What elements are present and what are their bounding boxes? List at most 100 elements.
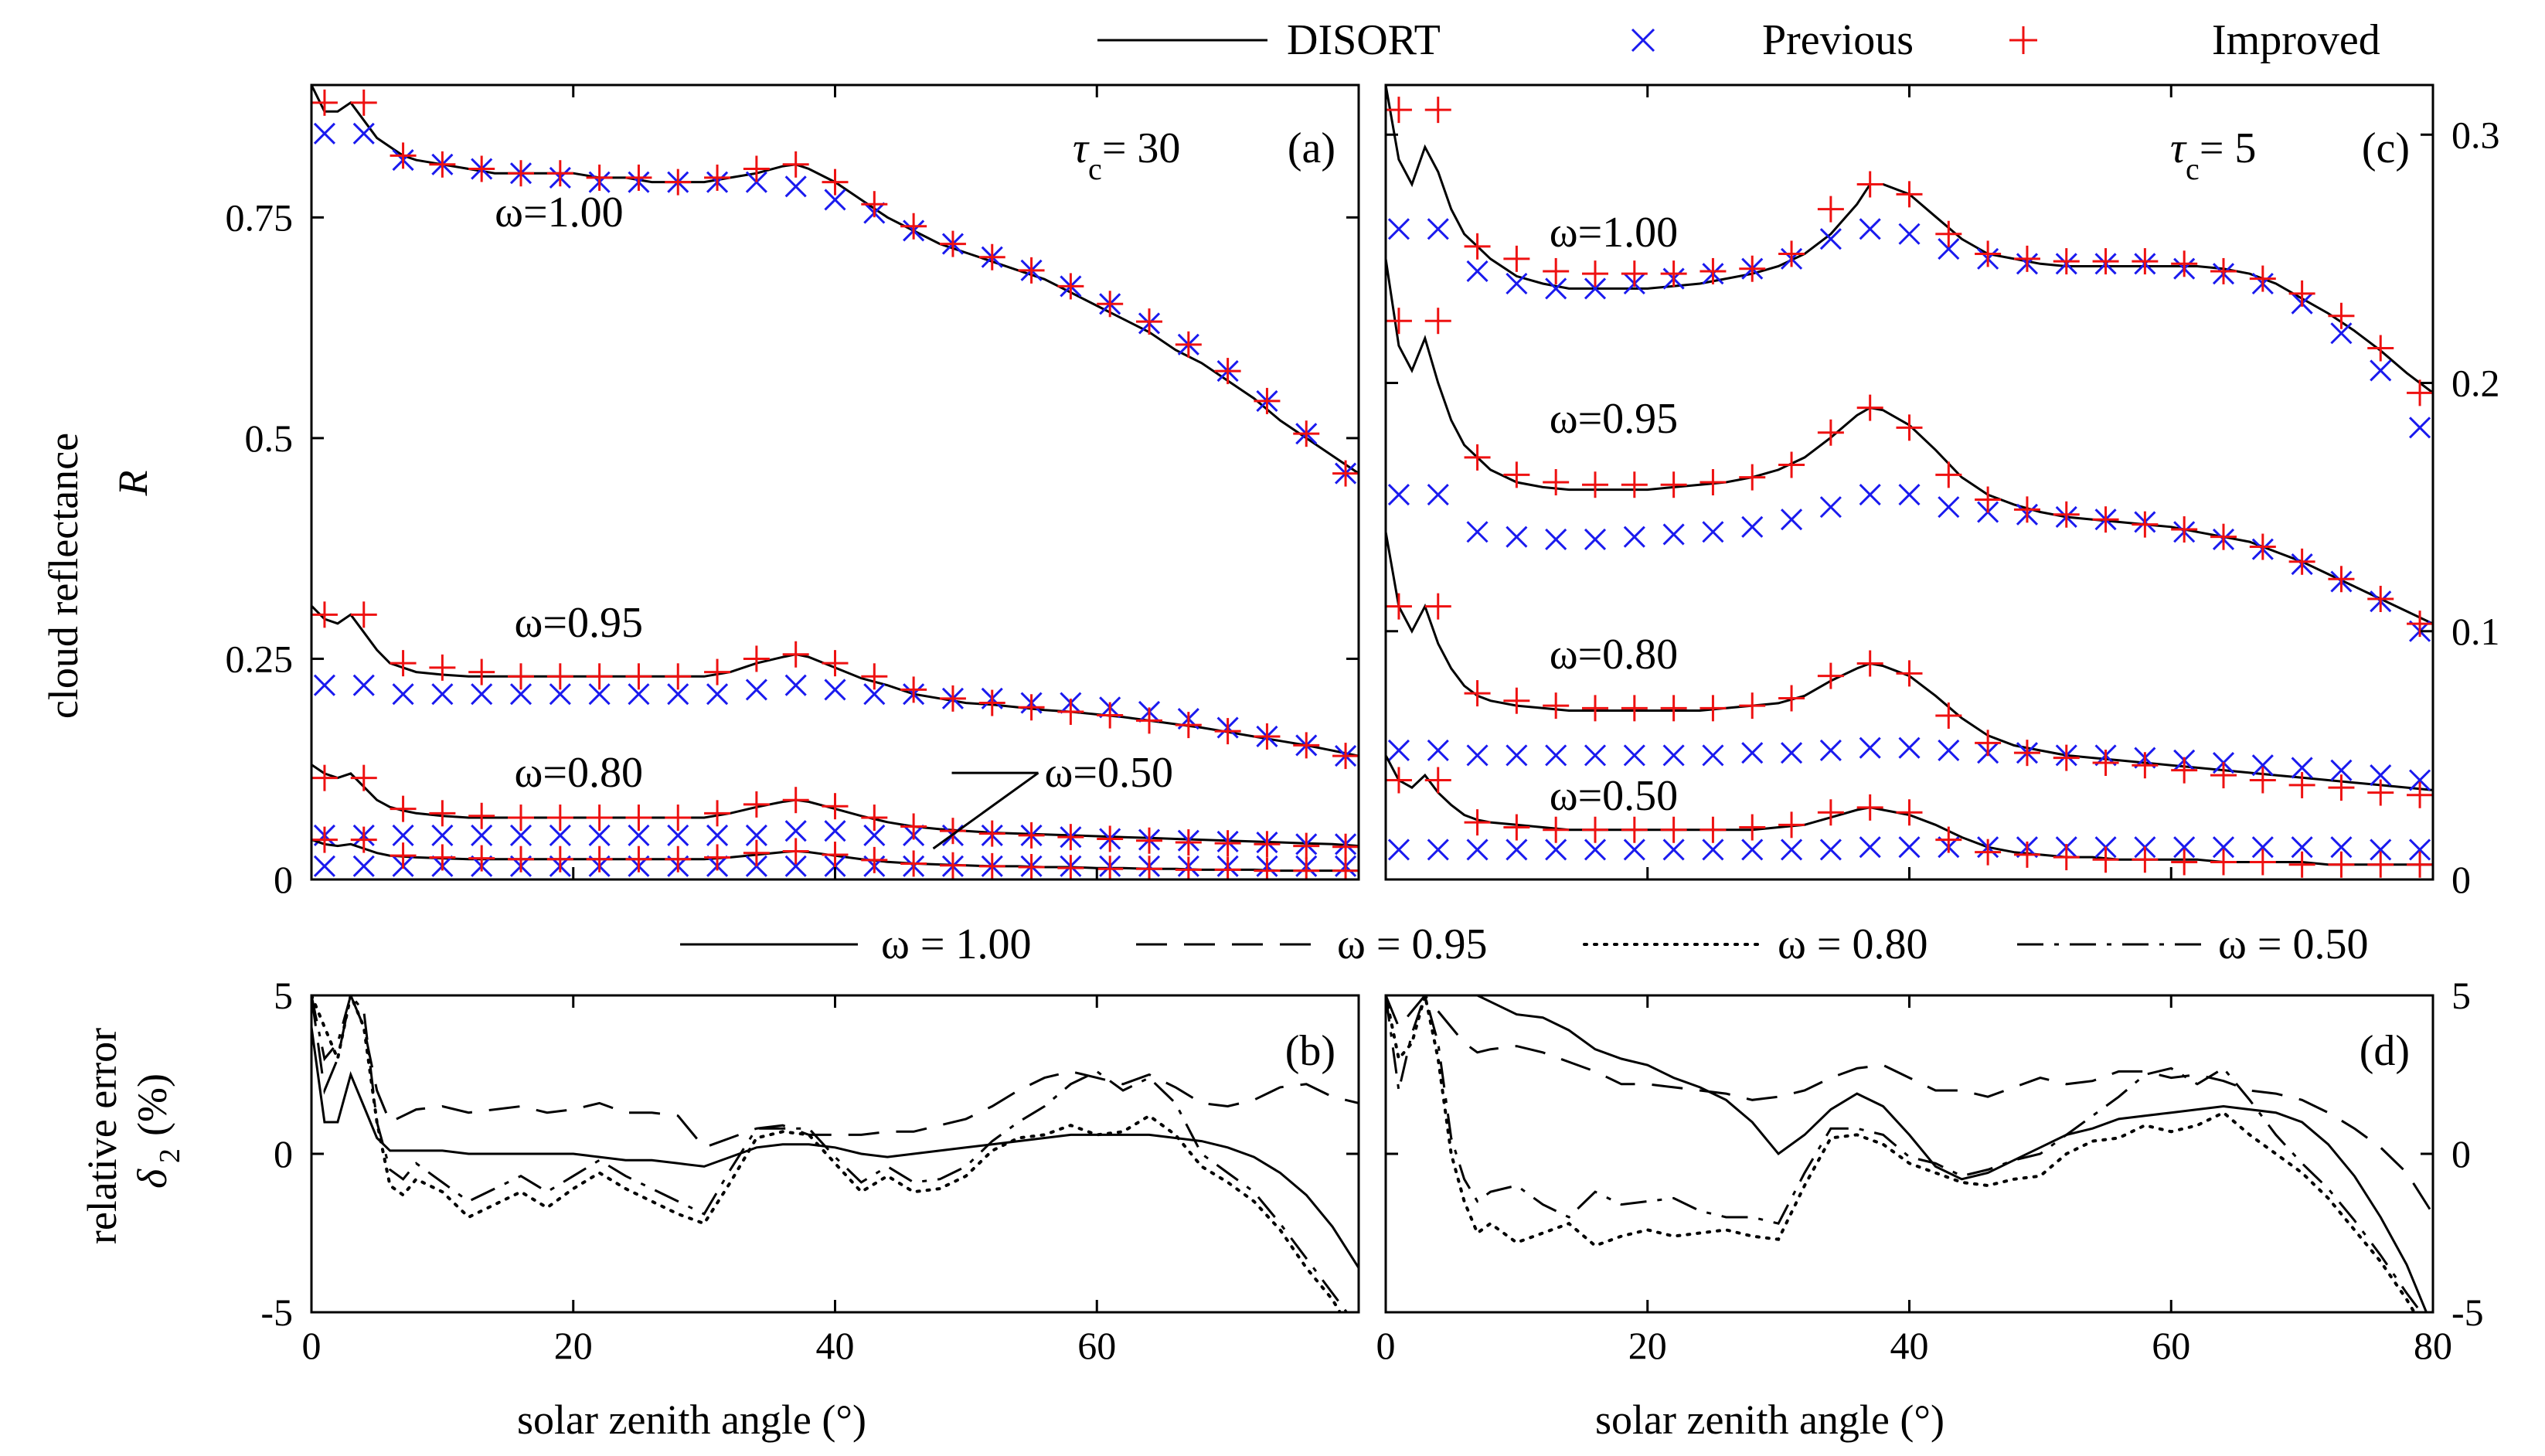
previous-marker — [1584, 744, 1607, 767]
previous-marker — [1898, 223, 1921, 245]
previous-marker — [706, 683, 729, 706]
error-line-3 — [311, 995, 1349, 1312]
improved-marker — [1896, 181, 1923, 208]
ytick-label: 0 — [2451, 858, 2471, 901]
marker-stroke — [824, 820, 846, 842]
improved-marker — [939, 230, 966, 257]
marker-stroke — [1819, 739, 1842, 762]
improved-marker — [2249, 265, 2276, 292]
improved-marker — [508, 805, 534, 832]
marker-stroke — [1781, 742, 1803, 764]
error-line-0 — [311, 1026, 1359, 1269]
marker-stroke — [1741, 742, 1764, 764]
xtick-label: 40 — [1890, 1324, 1929, 1367]
improved-marker — [782, 151, 809, 178]
previous-marker — [1584, 277, 1607, 300]
previous-marker — [1859, 218, 1881, 240]
improved-marker — [2092, 506, 2119, 533]
error-line-2 — [311, 995, 1342, 1312]
improved-marker — [2013, 496, 2040, 523]
improved-marker — [468, 658, 495, 685]
improved-marker — [665, 168, 692, 196]
marker-stroke — [2409, 769, 2431, 791]
improved-marker — [1975, 839, 2002, 866]
marker-stroke — [2330, 759, 2353, 781]
improved-marker — [861, 805, 888, 832]
previous-marker — [471, 824, 493, 846]
improved-marker — [2328, 566, 2355, 593]
marker-stroke — [588, 824, 611, 846]
previous-marker — [1466, 521, 1489, 543]
disort-line-1 — [1386, 258, 2433, 625]
improved-marker — [2132, 752, 2159, 779]
ytick-label: 0.2 — [2451, 362, 2500, 405]
improved-marker — [1386, 593, 1412, 620]
previous-marker — [588, 824, 611, 846]
marker-stroke — [1741, 839, 1764, 861]
marker-stroke — [1584, 744, 1607, 767]
improved-marker — [1621, 260, 1648, 287]
ytick-label: 0 — [274, 858, 293, 901]
panel-a: 0 0.25 0.5 0.75 ω=1.00 ω=0.95 ω=0.80 ω=0.50 τc= … — [226, 83, 1360, 901]
improved-marker — [1214, 718, 1241, 745]
improved-marker — [2288, 771, 2315, 798]
improved-marker — [546, 160, 573, 187]
improved-marker — [782, 641, 809, 668]
previous-marker — [2409, 417, 2431, 439]
improved-marker — [1386, 97, 1412, 124]
improved-marker — [1464, 444, 1491, 471]
previous-marker — [1741, 839, 1764, 861]
improved-marker — [2171, 516, 2198, 543]
marker-stroke — [2251, 836, 2274, 859]
marker-stroke — [1819, 839, 1842, 861]
ytick-label: 0.3 — [2451, 113, 2500, 156]
marker-stroke — [2370, 764, 2392, 787]
previous-marker — [706, 824, 729, 846]
marker-stroke — [1387, 839, 1410, 861]
marker-stroke — [2173, 836, 2196, 859]
previous-marker — [1781, 742, 1803, 764]
improved-marker — [1975, 730, 2002, 757]
marker-stroke — [1781, 509, 1803, 531]
previous-marker — [392, 824, 414, 846]
improved-marker — [1778, 451, 1805, 478]
improved-marker — [2367, 335, 2394, 362]
previous-marker — [745, 679, 767, 701]
previous-marker — [1427, 739, 1449, 762]
previous-marker — [1387, 218, 1410, 240]
marker-stroke — [1898, 223, 1921, 245]
xtick-label: 0 — [302, 1324, 322, 1367]
improved-marker — [1660, 260, 1687, 287]
improved-marker — [1975, 240, 2002, 267]
marker-stroke — [392, 824, 414, 846]
improved-marker — [1097, 825, 1124, 852]
disort-line-1 — [311, 604, 1359, 757]
previous-marker — [392, 683, 414, 706]
marker-stroke — [784, 175, 807, 198]
improved-marker — [1424, 97, 1451, 124]
improved-marker — [1332, 833, 1359, 860]
improved-marker — [1856, 650, 1883, 677]
marker-stroke — [1466, 744, 1489, 767]
improved-marker — [1975, 486, 2002, 513]
improved-marker — [743, 791, 770, 818]
marker-stroke — [745, 824, 767, 846]
improved-marker — [1503, 461, 1530, 488]
previous-marker — [1466, 260, 1489, 282]
improved-marker — [586, 805, 613, 832]
improved-marker — [2249, 533, 2276, 560]
improved-marker — [1136, 308, 1162, 335]
improved-marker — [2053, 248, 2080, 275]
marker-stroke — [784, 674, 807, 696]
improved-marker — [1057, 273, 1084, 300]
previous-marker — [2409, 839, 2431, 861]
legend-w095-label: ω = 0.95 — [1337, 920, 1487, 968]
improved-marker — [822, 650, 849, 677]
previous-marker — [1584, 839, 1607, 861]
previous-marker — [1702, 839, 1724, 861]
marker-stroke — [1427, 739, 1449, 762]
legend-w100-label: ω = 1.00 — [881, 920, 1031, 968]
improved-marker — [743, 155, 770, 182]
